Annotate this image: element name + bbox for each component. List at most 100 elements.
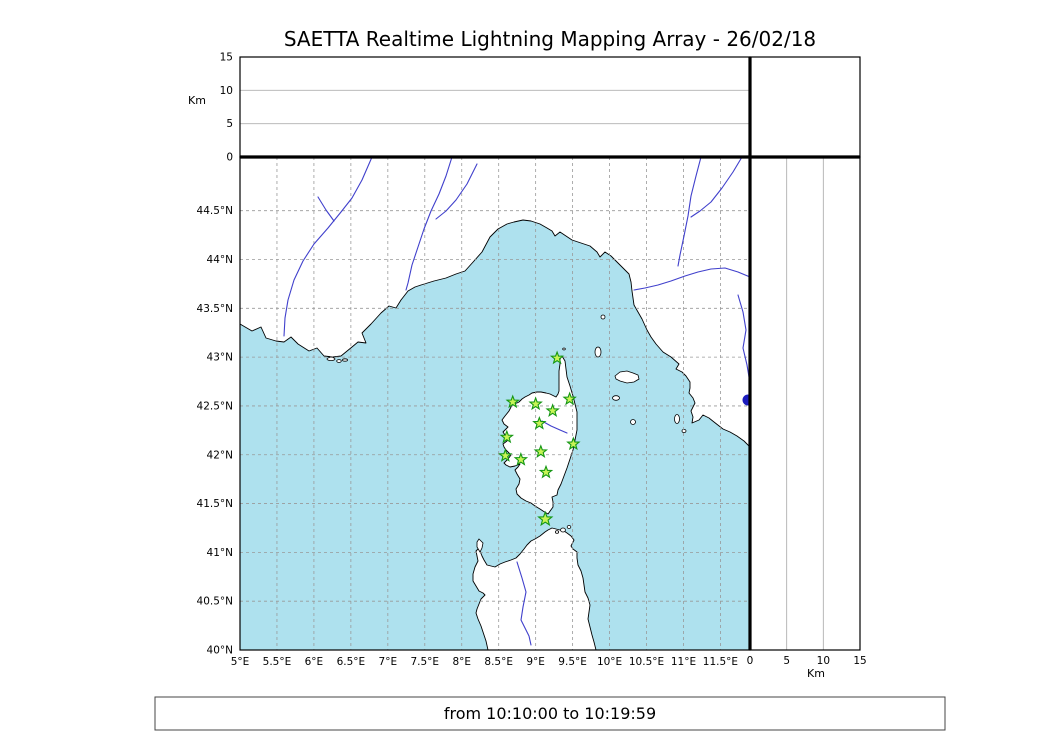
latitude-tick-label: 44.5°N [197, 205, 233, 217]
latitude-tick-label: 43.5°N [197, 303, 233, 315]
montecristo-island [630, 419, 636, 425]
altitude-longitude-panel [239, 56, 751, 158]
map-panel [239, 156, 751, 651]
altitude-histogram-panel [749, 56, 861, 158]
time-range-box: from 10:10:00 to 10:19:59 [154, 696, 946, 731]
latitude-tick-label: 41.5°N [197, 498, 233, 510]
mainland-coastline [240, 157, 750, 448]
elba-island [614, 370, 640, 384]
altitude-longitude-tick-labels: 0 5 10 15 [220, 52, 233, 164]
latitude-tick-labels: 40°N 40.5°N 41°N 41.5°N 42°N 42.5°N 43°N 43.5°N… [197, 205, 233, 656]
capraia-island [594, 346, 602, 358]
longitude-tick-label: 6°E [305, 656, 324, 668]
river-var-branch [435, 163, 478, 220]
river-tiber-upper [737, 294, 750, 378]
longitude-tick-label: 5.5°E [263, 656, 292, 668]
altitude-longitude-border [239, 56, 751, 158]
map-geography [240, 157, 750, 650]
river-branch-west [317, 196, 335, 222]
lma-station-marker [562, 391, 577, 406]
map-grid [240, 157, 750, 650]
longitude-tick-label: 11.5°E [703, 656, 738, 668]
caprera-island [566, 525, 572, 530]
altitude-latitude-grid [786, 157, 824, 650]
longitude-tick-label: 6.5°E [337, 656, 366, 668]
lma-station-marker [532, 415, 547, 430]
altitude-histogram-border [749, 56, 861, 158]
rivers [283, 157, 750, 646]
altitude-tick-label: 5 [783, 655, 790, 667]
altitude-latitude-tick-labels: 0 5 10 15 [747, 655, 867, 667]
latitude-tick-label: 43°N [207, 352, 233, 364]
levant-island [342, 358, 348, 362]
latitude-tick-label: 42.5°N [197, 400, 233, 412]
time-range-border [154, 696, 946, 731]
latitude-tick-label: 40°N [207, 645, 233, 657]
altitude-axis-label-left: Km [188, 94, 206, 107]
longitude-tick-label: 11°E [671, 656, 696, 668]
river-sardinia [516, 561, 532, 646]
longitude-tick-label: 8.5°E [484, 656, 513, 668]
altitude-latitude-border [749, 156, 861, 651]
latitude-tick-label: 44°N [207, 254, 233, 266]
lma-station-marker [545, 403, 560, 417]
longitude-tick-labels: 5°E 5.5°E 6°E 6.5°E 7°E 7.5°E 8°E 8.5°E 9°E 9.5°E… [231, 656, 738, 668]
lma-station-marker [533, 444, 549, 458]
altitude-tick-label: 10 [817, 655, 830, 667]
river-arno [633, 267, 750, 291]
corsica-island [501, 355, 578, 515]
lma-station-marker [549, 350, 565, 365]
longitude-tick-label: 7.5°E [410, 656, 439, 668]
altitude-tick-label: 0 [747, 655, 754, 667]
longitude-tick-label: 5°E [231, 656, 250, 668]
longitude-tick-label: 9.5°E [558, 656, 587, 668]
longitude-tick-label: 10°E [597, 656, 622, 668]
longitude-tick-label: 8°E [452, 656, 471, 668]
page-title: SAETTA Realtime Lightning Mapping Array … [284, 27, 816, 51]
lma-station-marker [566, 436, 581, 451]
altitude-tick-label: 10 [220, 85, 233, 97]
altitude-tick-label: 15 [220, 52, 233, 64]
latitude-tick-label: 42°N [207, 449, 233, 461]
river-north-italy-2 [690, 157, 743, 218]
latitude-tick-label: 40.5°N [197, 596, 233, 608]
maddalena-island [560, 527, 566, 533]
river-north-italy-1 [677, 157, 702, 267]
gorgona-island [600, 314, 606, 320]
port-cros-island [336, 359, 342, 363]
map-water-features [283, 157, 750, 646]
lma-station-marker [528, 396, 543, 411]
giraglia-islet [562, 347, 566, 351]
small-islands [326, 314, 687, 553]
river-var [405, 157, 453, 291]
spargi-island [555, 530, 560, 534]
lma-station-marker [498, 448, 513, 462]
longitude-tick-label: 7°E [379, 656, 398, 668]
lma-station-marker [499, 429, 515, 444]
sardinia-island [472, 527, 597, 650]
giannutri-island [681, 428, 687, 433]
lma-station-marker [505, 394, 520, 409]
lma-stations [498, 350, 581, 527]
river-durance [283, 157, 373, 337]
lma-station-marker [537, 510, 554, 527]
time-range-label: from 10:10:00 to 10:19:59 [444, 704, 656, 723]
porquerolles-island [326, 356, 336, 361]
altitude-tick-label: 15 [853, 655, 866, 667]
altitude-longitude-grid [240, 89, 750, 125]
latitude-tick-label: 41°N [207, 547, 233, 559]
lma-station-marker [538, 464, 554, 479]
altitude-axis-label-right: Km [807, 667, 825, 680]
river-golo-corsica [541, 420, 568, 434]
giglio-island [674, 414, 680, 424]
altitude-tick-label: 0 [226, 152, 233, 164]
altitude-tick-label: 5 [226, 118, 233, 130]
altitude-latitude-panel [749, 156, 861, 651]
longitude-tick-label: 10.5°E [629, 656, 664, 668]
pianosa-island [612, 395, 620, 401]
lake-bolsena [742, 394, 750, 406]
lma-station-marker [513, 452, 529, 466]
longitude-tick-label: 9°E [526, 656, 545, 668]
